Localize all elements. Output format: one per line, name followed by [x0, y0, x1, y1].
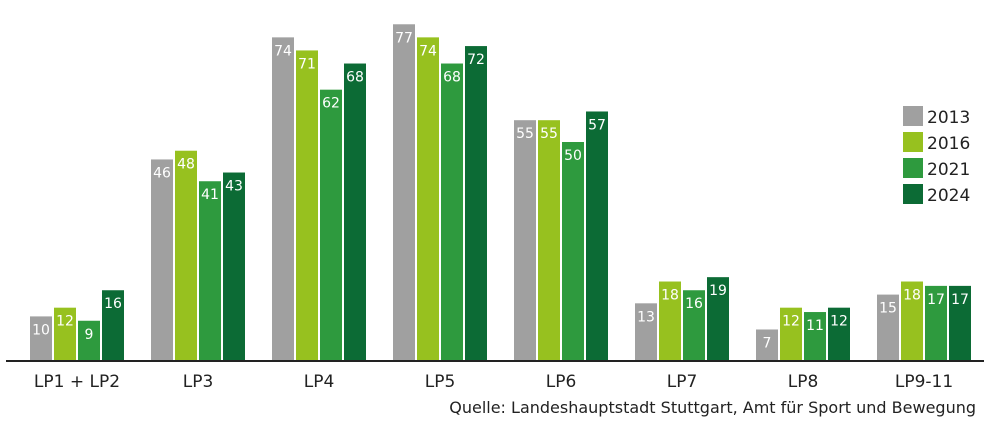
legend-swatch-2016 — [903, 132, 923, 152]
bar-2024-6 — [828, 307, 850, 360]
bar-2024-1 — [223, 172, 245, 360]
bar-2016-7 — [901, 281, 923, 360]
bar-2024-5 — [707, 277, 729, 360]
data-label-2021-4: 50 — [564, 148, 582, 164]
bar-2021-1 — [199, 181, 221, 360]
bar-2021-4 — [562, 142, 584, 360]
data-label-2021-6: 11 — [806, 318, 824, 334]
data-label-2016-1: 48 — [177, 157, 195, 173]
data-label-2013-7: 15 — [879, 301, 897, 317]
x-tick-label-2: LP4 — [304, 372, 335, 392]
x-tick-label-0: LP1 + LP2 — [34, 372, 120, 392]
data-label-2016-7: 18 — [903, 288, 921, 304]
bar-2021-2 — [320, 89, 342, 361]
data-label-2021-7: 17 — [927, 292, 945, 308]
data-label-2024-1: 43 — [225, 179, 243, 195]
legend-swatch-2021 — [903, 158, 923, 178]
data-label-2024-3: 72 — [467, 52, 485, 68]
data-label-2024-5: 19 — [709, 283, 727, 299]
bar-2021-7 — [925, 285, 947, 360]
bar-2013-6 — [756, 329, 778, 360]
bar-2016-1 — [175, 150, 197, 360]
bar-2021-6 — [804, 312, 826, 360]
data-label-2024-4: 57 — [588, 117, 606, 133]
bar-2013-0 — [30, 316, 52, 360]
bar-2016-0 — [54, 307, 76, 360]
data-label-2021-1: 41 — [201, 187, 219, 203]
data-label-2024-7: 17 — [951, 292, 969, 308]
data-label-2016-3: 74 — [419, 43, 437, 59]
bar-2021-0 — [78, 320, 100, 360]
source-note: Quelle: Landeshauptstadt Stuttgart, Amt … — [449, 398, 976, 417]
data-label-2013-2: 74 — [274, 43, 292, 59]
bar-2016-6 — [780, 307, 802, 360]
data-label-2013-5: 13 — [637, 309, 655, 325]
bar-2024-2 — [344, 63, 366, 361]
legend-swatch-2024 — [903, 184, 923, 204]
bar-2024-3 — [465, 46, 487, 361]
bar-2016-3 — [417, 37, 439, 361]
bar-2013-1 — [151, 159, 173, 360]
legend-label-2024: 2024 — [927, 186, 970, 206]
data-label-2016-2: 71 — [298, 56, 316, 72]
data-label-2016-6: 12 — [782, 314, 800, 330]
data-label-2013-6: 7 — [763, 335, 772, 351]
bar-2013-7 — [877, 294, 899, 360]
bar-2024-7 — [949, 285, 971, 360]
bar-2016-5 — [659, 281, 681, 360]
data-label-2021-0: 9 — [85, 327, 94, 343]
x-tick-label-1: LP3 — [183, 372, 214, 392]
bars-layer: 10 12 9 16 46 48 41 43 74 71 62 68 77 74 68 72 55 55 50 57 1… — [30, 24, 971, 361]
x-tick-label-4: LP6 — [546, 372, 577, 392]
legend-label-2021: 2021 — [927, 160, 970, 180]
bar-2024-0 — [102, 290, 124, 360]
data-label-2021-2: 62 — [322, 96, 340, 112]
bar-2013-3 — [393, 24, 415, 361]
bar-2021-5 — [683, 290, 705, 360]
legend-label-2013: 2013 — [927, 108, 970, 128]
data-label-2016-4: 55 — [540, 126, 558, 142]
data-label-2016-0: 12 — [56, 314, 74, 330]
x-tick-label-7: LP9-11 — [895, 372, 953, 392]
data-label-2024-6: 12 — [830, 314, 848, 330]
x-tick-labels: LP1 + LP2 LP3 LP4 LP5 LP6 LP7 LP8 LP9-11 — [34, 372, 953, 392]
data-label-2013-4: 55 — [516, 126, 534, 142]
x-tick-label-5: LP7 — [667, 372, 698, 392]
legend: 2013 2016 2021 2024 — [903, 106, 970, 206]
bar-2013-2 — [272, 37, 294, 361]
data-label-2024-2: 68 — [346, 70, 364, 86]
data-label-2013-0: 10 — [32, 322, 50, 338]
bar-2024-4 — [586, 111, 608, 360]
x-tick-label-6: LP8 — [788, 372, 819, 392]
data-label-2024-0: 16 — [104, 296, 122, 312]
data-label-2021-3: 68 — [443, 70, 461, 86]
bar-2013-5 — [635, 303, 657, 360]
bar-2016-2 — [296, 50, 318, 360]
bar-2021-3 — [441, 63, 463, 361]
data-label-2013-1: 46 — [153, 165, 171, 181]
x-tick-label-3: LP5 — [425, 372, 456, 392]
data-label-2021-5: 16 — [685, 296, 703, 312]
bar-2016-4 — [538, 120, 560, 360]
bar-2013-4 — [514, 120, 536, 360]
data-label-2016-5: 18 — [661, 288, 679, 304]
data-label-2013-3: 77 — [395, 30, 413, 46]
legend-swatch-2013 — [903, 106, 923, 126]
legend-label-2016: 2016 — [927, 134, 970, 154]
